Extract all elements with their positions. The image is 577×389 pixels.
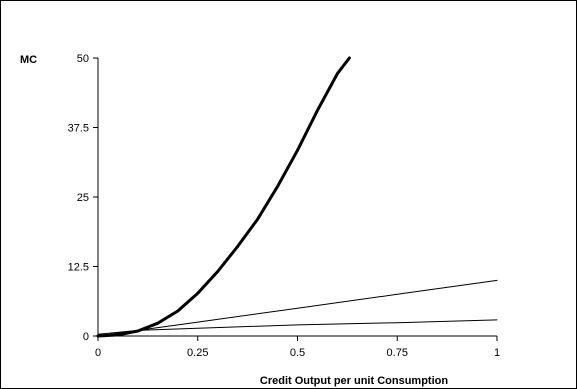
series-layer [96,56,498,338]
y-tick-label: 0 [83,331,89,343]
x-tick-label: 0.25 [187,347,208,359]
y-tick-label: 12.5 [68,262,89,274]
x-tick-label: 1 [494,347,500,359]
series-line-3 [97,319,498,335]
x-tick-label: 0.75 [387,347,408,359]
x-tick-label: 0 [95,347,101,359]
y-tick-label: 25 [77,192,89,204]
axes: 0 12.5 25 37.5 50 0 0.25 0.5 0.75 1 [68,53,500,359]
y-axis-label: MC [20,54,37,66]
x-tick-label: 0.5 [290,347,305,359]
x-axis-label: Credit Output per unit Consumption [260,375,448,387]
y-tick-label: 50 [77,53,89,65]
y-tick-label: 37.5 [68,123,89,135]
